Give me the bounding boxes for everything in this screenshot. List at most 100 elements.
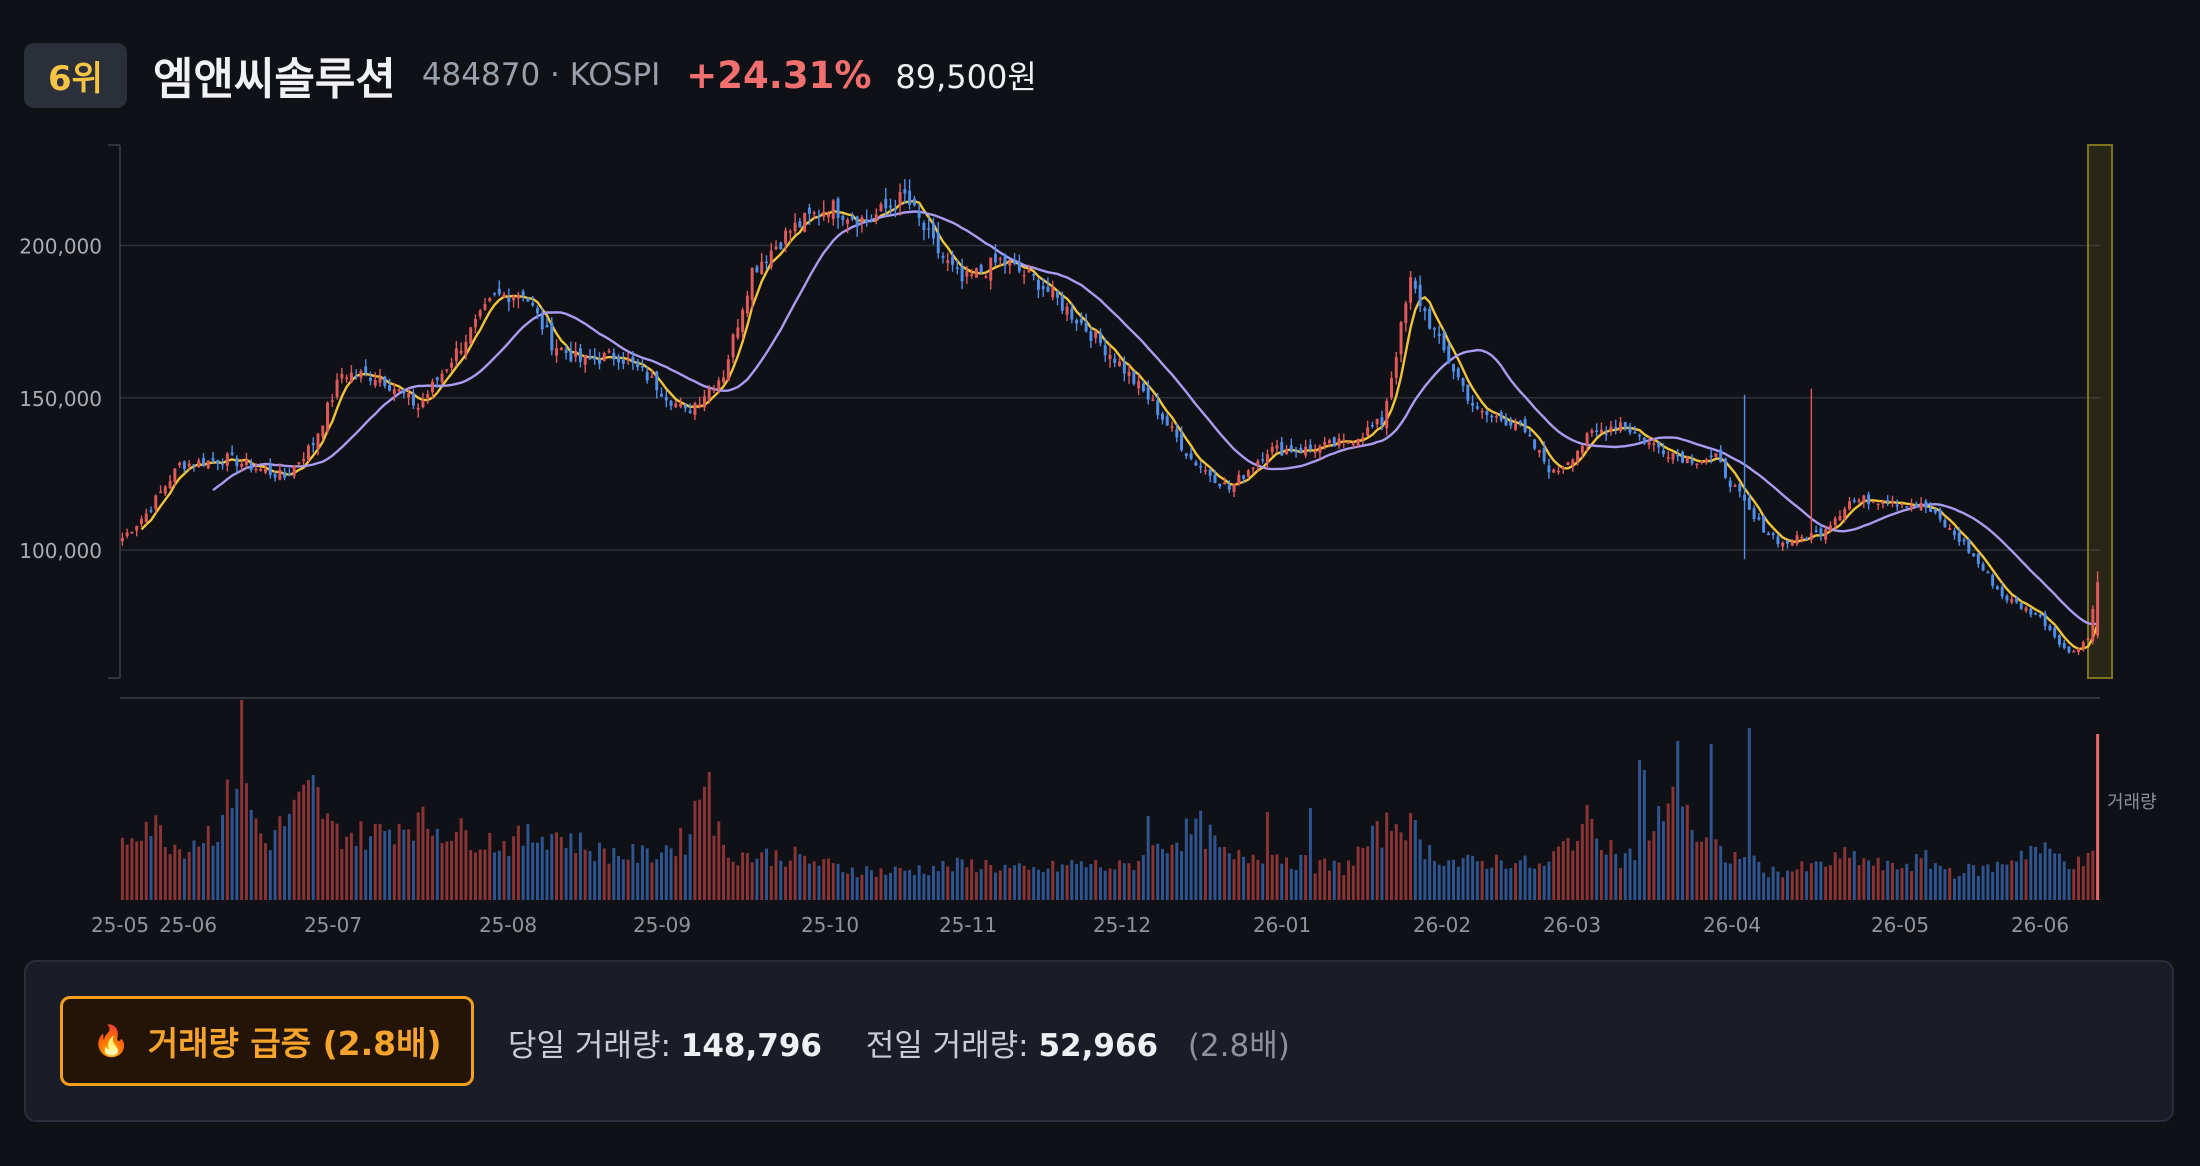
candle: [478, 310, 482, 317]
volume-bar: [1118, 860, 1122, 900]
candle: [769, 250, 773, 268]
volume-bar: [1542, 865, 1546, 900]
stock-name[interactable]: 엠앤씨솔루션: [152, 54, 396, 105]
volume-bar: [1509, 868, 1513, 900]
candle: [2091, 609, 2095, 641]
volume-bar: [1833, 852, 1837, 900]
volume-info-panel: 🔥 거래량 급증 (2.8배) 당일 거래량: 148,796 전일 거래량: …: [24, 960, 2174, 1122]
candle: [349, 372, 353, 383]
candle: [1003, 254, 1007, 266]
volume-bar: [1041, 872, 1045, 900]
candle: [1671, 453, 1675, 460]
volume-bar: [1499, 860, 1503, 900]
volume-bar: [1838, 858, 1842, 900]
candle: [1471, 402, 1475, 406]
volume-bar: [1390, 830, 1393, 900]
candle: [516, 294, 520, 299]
candle: [1323, 441, 1327, 446]
volume-bar: [1184, 818, 1188, 900]
candle: [927, 228, 931, 230]
candle: [1294, 450, 1298, 453]
volume-bar: [736, 865, 740, 900]
candle: [884, 198, 888, 209]
candle: [1824, 529, 1828, 540]
volume-bar: [516, 825, 520, 900]
volume-bar: [631, 843, 635, 900]
volume-bar: [2043, 842, 2047, 900]
candle: [2062, 643, 2066, 648]
candle: [120, 537, 124, 542]
volume-bar: [1857, 865, 1861, 900]
volume-bar: [497, 850, 501, 900]
candle: [2034, 612, 2038, 615]
volume-bar: [163, 847, 167, 900]
volume-bar: [302, 784, 306, 900]
volume-bar: [2096, 734, 2100, 900]
candle: [922, 222, 926, 231]
volume-bar: [1967, 863, 1971, 900]
candle: [1566, 462, 1570, 466]
volume-bar: [1518, 860, 1522, 900]
candle: [149, 510, 153, 512]
candle: [698, 404, 702, 407]
candle: [1418, 284, 1422, 307]
candle: [2029, 608, 2033, 615]
volume-bar: [2072, 869, 2076, 900]
candle: [994, 253, 997, 263]
candle: [774, 246, 778, 250]
volume-bar: [1595, 838, 1599, 900]
candle: [2048, 625, 2052, 630]
candle: [1265, 454, 1269, 464]
volume-surge-badge[interactable]: 🔥 거래량 급증 (2.8배): [60, 996, 474, 1086]
candle: [1232, 483, 1236, 492]
volume-bar: [1003, 864, 1007, 900]
volume-bar: [2000, 864, 2004, 900]
candle: [535, 308, 539, 314]
candle: [559, 347, 563, 351]
volume-bar: [760, 852, 764, 900]
candle: [144, 513, 148, 522]
candle: [1676, 454, 1680, 457]
last-candle-highlight: [2087, 144, 2113, 679]
x-tick-label: 26-04: [1703, 913, 1761, 937]
candle: [335, 379, 339, 398]
volume-bar: [1203, 848, 1207, 900]
volume-bar: [612, 848, 616, 900]
candle: [1967, 539, 1971, 553]
candle: [264, 468, 267, 473]
volume-bar: [1976, 875, 1980, 900]
volume-bar: [903, 870, 907, 900]
volume-bar: [1180, 851, 1184, 900]
candle: [502, 294, 506, 297]
volume-bar: [1871, 865, 1875, 900]
candle: [1628, 426, 1632, 433]
volume-bar: [946, 866, 950, 900]
candlestick-chart[interactable]: 100,000 150,000 200,000 거래량 25-05 25-06 25-07 2…: [0, 130, 2200, 950]
candle: [846, 219, 850, 224]
volume-bar: [1370, 825, 1374, 900]
candle: [1685, 457, 1689, 464]
candle: [1948, 527, 1952, 530]
candle: [2086, 638, 2090, 641]
candle: [1113, 358, 1117, 363]
y-tick-label: 200,000: [19, 235, 102, 259]
candle: [1070, 308, 1074, 320]
candle: [340, 373, 344, 379]
volume-bar: [1428, 845, 1432, 900]
volume-bar: [1666, 803, 1670, 900]
candle: [1380, 417, 1384, 426]
candle: [1332, 437, 1336, 447]
volume-bar: [1280, 863, 1284, 900]
candle: [1151, 399, 1155, 401]
candle: [1141, 383, 1145, 392]
candle: [1246, 470, 1250, 477]
candle: [1552, 469, 1556, 473]
candle: [154, 495, 158, 509]
volume-bar: [951, 871, 955, 900]
volume-bar: [168, 853, 172, 900]
volume-bar: [1251, 854, 1255, 900]
volume-bar: [120, 837, 124, 900]
volume-bar: [349, 832, 353, 900]
ma-long-line: [212, 210, 2098, 626]
volume-bar: [1661, 821, 1665, 900]
